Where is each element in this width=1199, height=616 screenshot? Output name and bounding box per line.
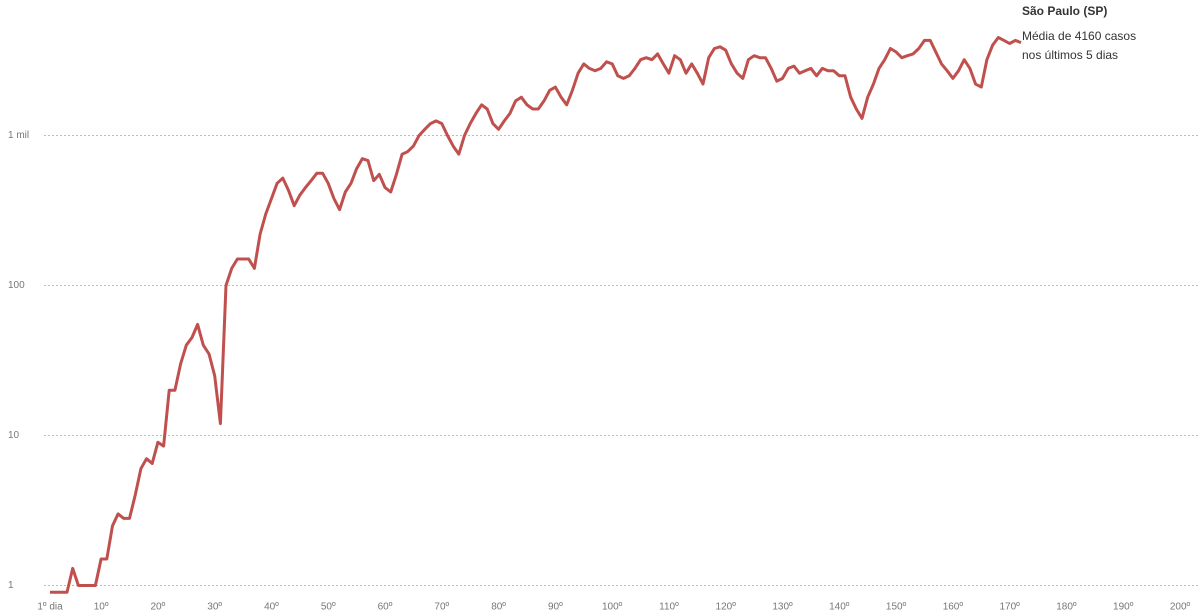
x-tick-label: 10º <box>94 602 109 613</box>
x-tick-label: 20º <box>150 602 165 613</box>
y-tick-label: 10 <box>8 430 20 441</box>
x-tick-label: 170º <box>999 602 1020 613</box>
annotation-line: nos últimos 5 dias <box>1022 48 1118 62</box>
x-tick-label: 140º <box>829 602 850 613</box>
x-tick-label: 130º <box>772 602 793 613</box>
data-line <box>50 36 1022 594</box>
x-tick-label: 70º <box>434 602 449 613</box>
y-tick-label: 1 <box>8 580 14 591</box>
x-tick-label: 50º <box>321 602 336 613</box>
x-tick-label: 160º <box>943 602 964 613</box>
x-tick-label: 100º <box>602 602 623 613</box>
x-tick-label: 200º <box>1170 602 1191 613</box>
x-tick-label: 150º <box>886 602 907 613</box>
x-tick-label: 90º <box>548 602 563 613</box>
x-tick-label: 110º <box>659 602 679 613</box>
x-tick-label: 80º <box>491 602 506 613</box>
x-tick-label: 60º <box>378 602 393 613</box>
annotation-title: São Paulo (SP) <box>1022 4 1107 18</box>
annotation-line: Média de 4160 casos <box>1022 29 1136 43</box>
x-tick-label: 1º dia <box>37 602 63 613</box>
x-tick-label: 30º <box>207 602 222 613</box>
y-tick-label: 100 <box>8 280 25 291</box>
x-tick-label: 120º <box>716 602 737 613</box>
x-tick-label: 180º <box>1056 602 1077 613</box>
y-tick-label: 1 mil <box>8 130 29 141</box>
x-tick-label: 40º <box>264 602 279 613</box>
x-tick-label: 190º <box>1113 602 1134 613</box>
